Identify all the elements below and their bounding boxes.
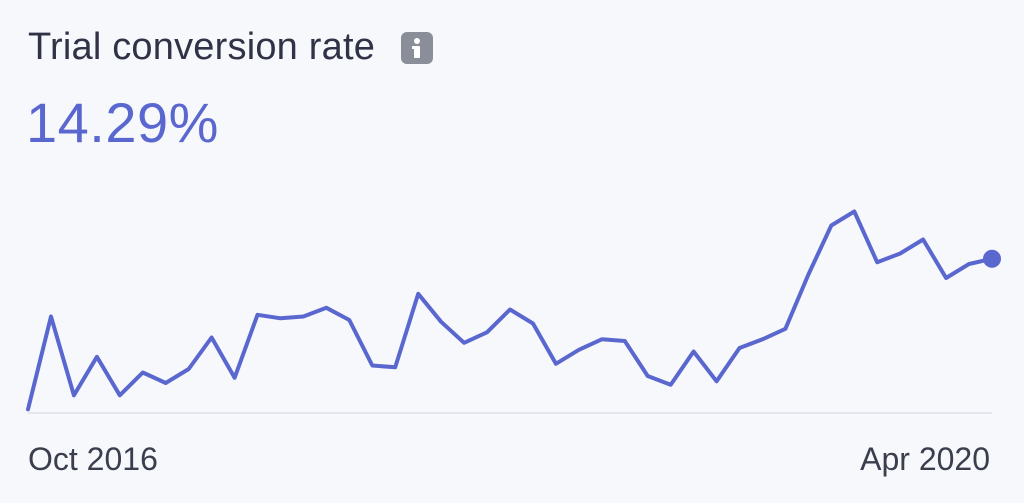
metric-value: 14.29% (26, 91, 219, 154)
info-icon[interactable] (401, 31, 434, 64)
metric-title: Trial conversion rate (28, 26, 376, 68)
x-tick-label-start: Oct 2016 (28, 441, 158, 477)
series-line (26, 209, 994, 412)
x-tick-label-end: Apr 2020 (860, 441, 990, 477)
series-end-point[interactable] (983, 249, 1001, 268)
info-icon-glyph (412, 37, 421, 58)
metric-header: Trial conversion rate (28, 26, 434, 69)
